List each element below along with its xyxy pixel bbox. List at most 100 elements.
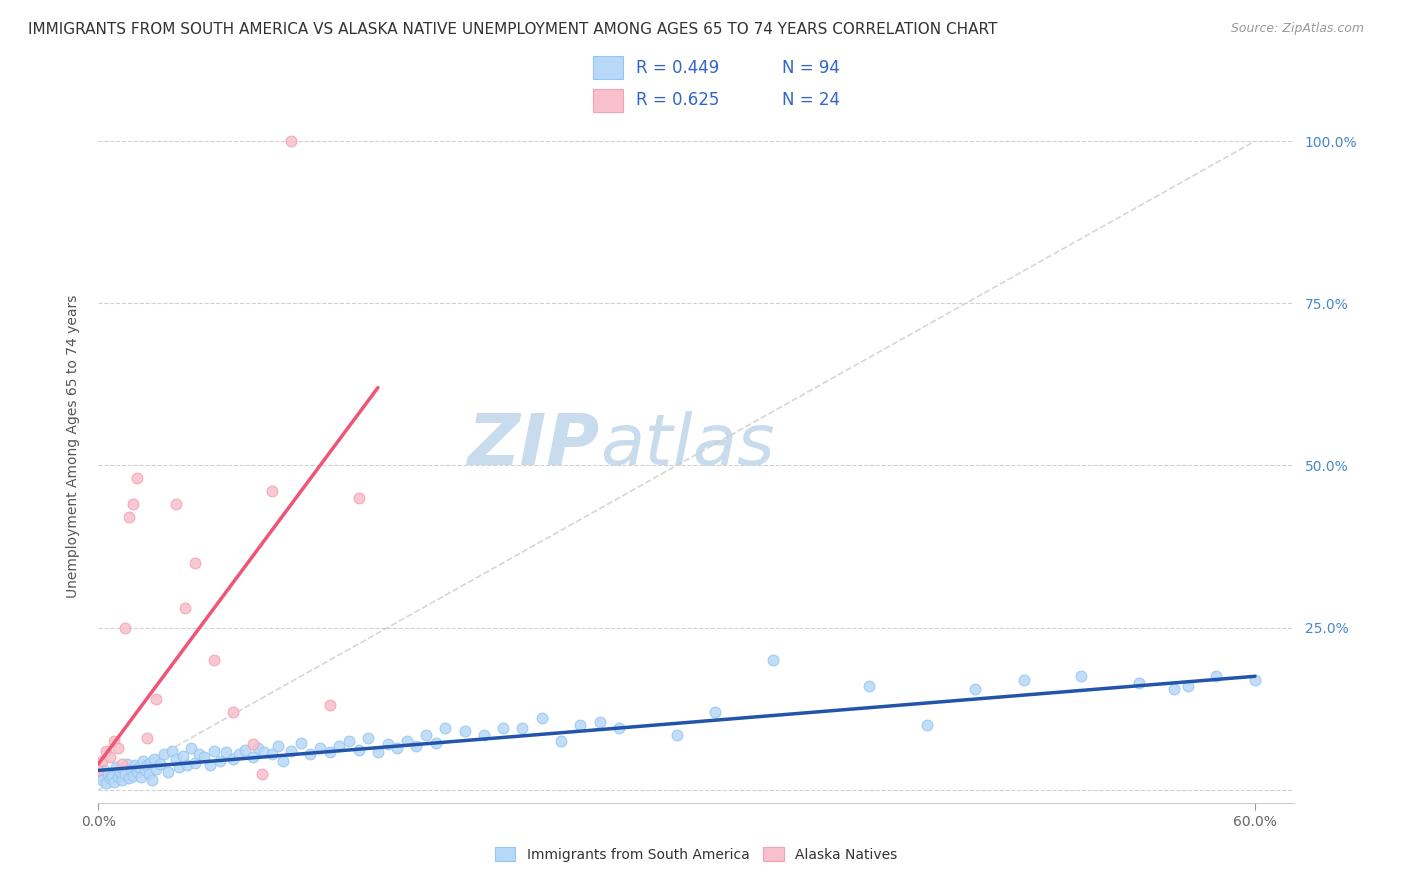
Point xyxy=(242,738,264,752)
Point xyxy=(1244,673,1267,687)
Point xyxy=(122,768,145,782)
Point xyxy=(290,736,312,750)
Point xyxy=(569,718,592,732)
Text: ZIP: ZIP xyxy=(468,411,600,481)
Text: Source: ZipAtlas.com: Source: ZipAtlas.com xyxy=(1230,22,1364,36)
Point xyxy=(337,734,360,748)
Text: N = 24: N = 24 xyxy=(782,92,839,110)
Point xyxy=(165,497,187,511)
Point xyxy=(405,739,427,753)
Point xyxy=(135,731,157,745)
Point xyxy=(135,758,157,772)
Point xyxy=(242,750,264,764)
Point xyxy=(132,754,155,768)
Point xyxy=(89,770,111,784)
Point xyxy=(184,556,207,570)
Point xyxy=(107,770,129,784)
Point xyxy=(530,711,553,725)
Point xyxy=(385,740,409,755)
Point xyxy=(103,775,125,789)
Point xyxy=(153,747,176,761)
Point xyxy=(98,771,121,785)
Point xyxy=(1177,679,1199,693)
Point xyxy=(108,764,131,779)
Point xyxy=(367,745,389,759)
Point xyxy=(165,752,187,766)
Point xyxy=(98,750,121,764)
Point xyxy=(704,705,727,719)
Point xyxy=(180,740,202,755)
Point xyxy=(141,773,163,788)
Point xyxy=(1070,669,1092,683)
Point xyxy=(97,766,120,780)
Point xyxy=(139,756,162,770)
Point xyxy=(328,739,350,753)
Point xyxy=(858,679,880,693)
Point xyxy=(114,766,136,780)
Point xyxy=(299,747,322,761)
Point xyxy=(309,740,332,755)
Point xyxy=(252,766,274,780)
Point xyxy=(103,734,125,748)
Point xyxy=(267,739,290,753)
Point xyxy=(145,692,167,706)
FancyBboxPatch shape xyxy=(593,56,623,79)
Point xyxy=(149,756,172,771)
Point xyxy=(120,764,142,778)
Point xyxy=(104,760,127,774)
Point xyxy=(91,754,114,768)
Text: R = 0.625: R = 0.625 xyxy=(637,92,720,110)
Point xyxy=(94,776,117,790)
Point xyxy=(118,510,141,524)
Point xyxy=(202,653,225,667)
Point xyxy=(184,756,207,770)
Point xyxy=(114,621,136,635)
Legend: Immigrants from South America, Alaska Natives: Immigrants from South America, Alaska Na… xyxy=(489,841,903,867)
Point xyxy=(117,756,139,771)
Point xyxy=(1012,673,1035,687)
Point xyxy=(208,754,231,768)
Point xyxy=(253,745,276,759)
Point xyxy=(453,724,475,739)
Point xyxy=(492,721,515,735)
Point xyxy=(125,471,148,485)
Point xyxy=(1163,682,1185,697)
Text: N = 94: N = 94 xyxy=(782,59,839,77)
Point xyxy=(607,721,630,735)
Point xyxy=(357,731,380,745)
Point xyxy=(472,728,495,742)
Text: atlas: atlas xyxy=(600,411,775,481)
Point xyxy=(260,484,283,499)
Point xyxy=(347,491,370,505)
Point xyxy=(280,134,302,148)
Point xyxy=(260,747,283,761)
Point xyxy=(214,745,236,759)
Point xyxy=(280,744,302,758)
Point xyxy=(1205,669,1227,683)
Point xyxy=(122,497,145,511)
Point xyxy=(187,747,209,761)
Point xyxy=(174,601,197,615)
Point xyxy=(134,764,156,778)
Point xyxy=(965,682,987,697)
Point xyxy=(202,744,225,758)
Point xyxy=(93,764,115,778)
Point xyxy=(156,764,179,779)
Point xyxy=(233,742,256,756)
Point xyxy=(762,653,785,667)
Point xyxy=(200,758,222,772)
Point xyxy=(145,762,167,776)
Point xyxy=(110,773,132,788)
Point xyxy=(319,745,342,759)
Point xyxy=(319,698,342,713)
Point xyxy=(107,740,129,755)
Point xyxy=(110,756,132,771)
Point xyxy=(917,718,939,732)
Point xyxy=(377,738,399,752)
Point xyxy=(415,728,437,742)
Point xyxy=(138,766,160,780)
Point xyxy=(160,744,183,758)
Point xyxy=(425,736,447,750)
Point xyxy=(128,760,150,774)
Point xyxy=(665,728,688,742)
